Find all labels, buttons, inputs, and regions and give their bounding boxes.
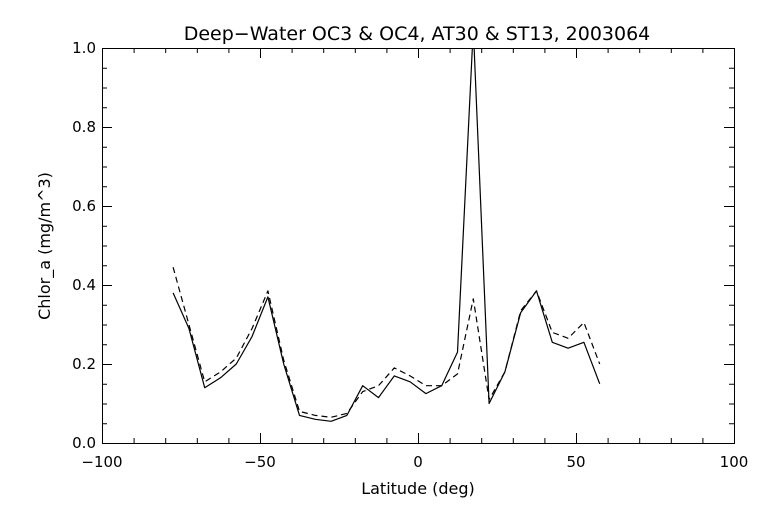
y-tick-label: 0.4 — [72, 276, 96, 294]
y-tick-label: 1.0 — [72, 39, 96, 57]
series-line-solid — [172, 48, 601, 422]
y-tick-label: 0.6 — [72, 197, 96, 215]
series-group — [172, 48, 601, 422]
x-axis-label: Latitude (deg) — [361, 479, 475, 498]
axis-ticks — [102, 48, 735, 444]
y-axis-label: Chlor_a (mg/m^3) — [35, 172, 55, 320]
x-tick-label: −100 — [81, 453, 122, 471]
x-tick-label: 50 — [566, 453, 585, 471]
y-tick-label: 0.8 — [72, 118, 96, 136]
x-tick-label: 0 — [413, 453, 423, 471]
x-tick-label: 100 — [720, 453, 749, 471]
y-tick-label: 0.0 — [72, 434, 96, 452]
x-tick-label: −50 — [244, 453, 276, 471]
chart-title: Deep−Water OC3 & OC4, AT30 & ST13, 20030… — [184, 23, 651, 45]
tick-labels: −100 −50 0 50 100 0.0 0.2 0.4 0.6 0.8 1.0 — [72, 39, 748, 471]
y-tick-label: 0.2 — [72, 355, 96, 373]
series-line-dashed — [172, 267, 601, 418]
plot-frame — [102, 48, 735, 444]
